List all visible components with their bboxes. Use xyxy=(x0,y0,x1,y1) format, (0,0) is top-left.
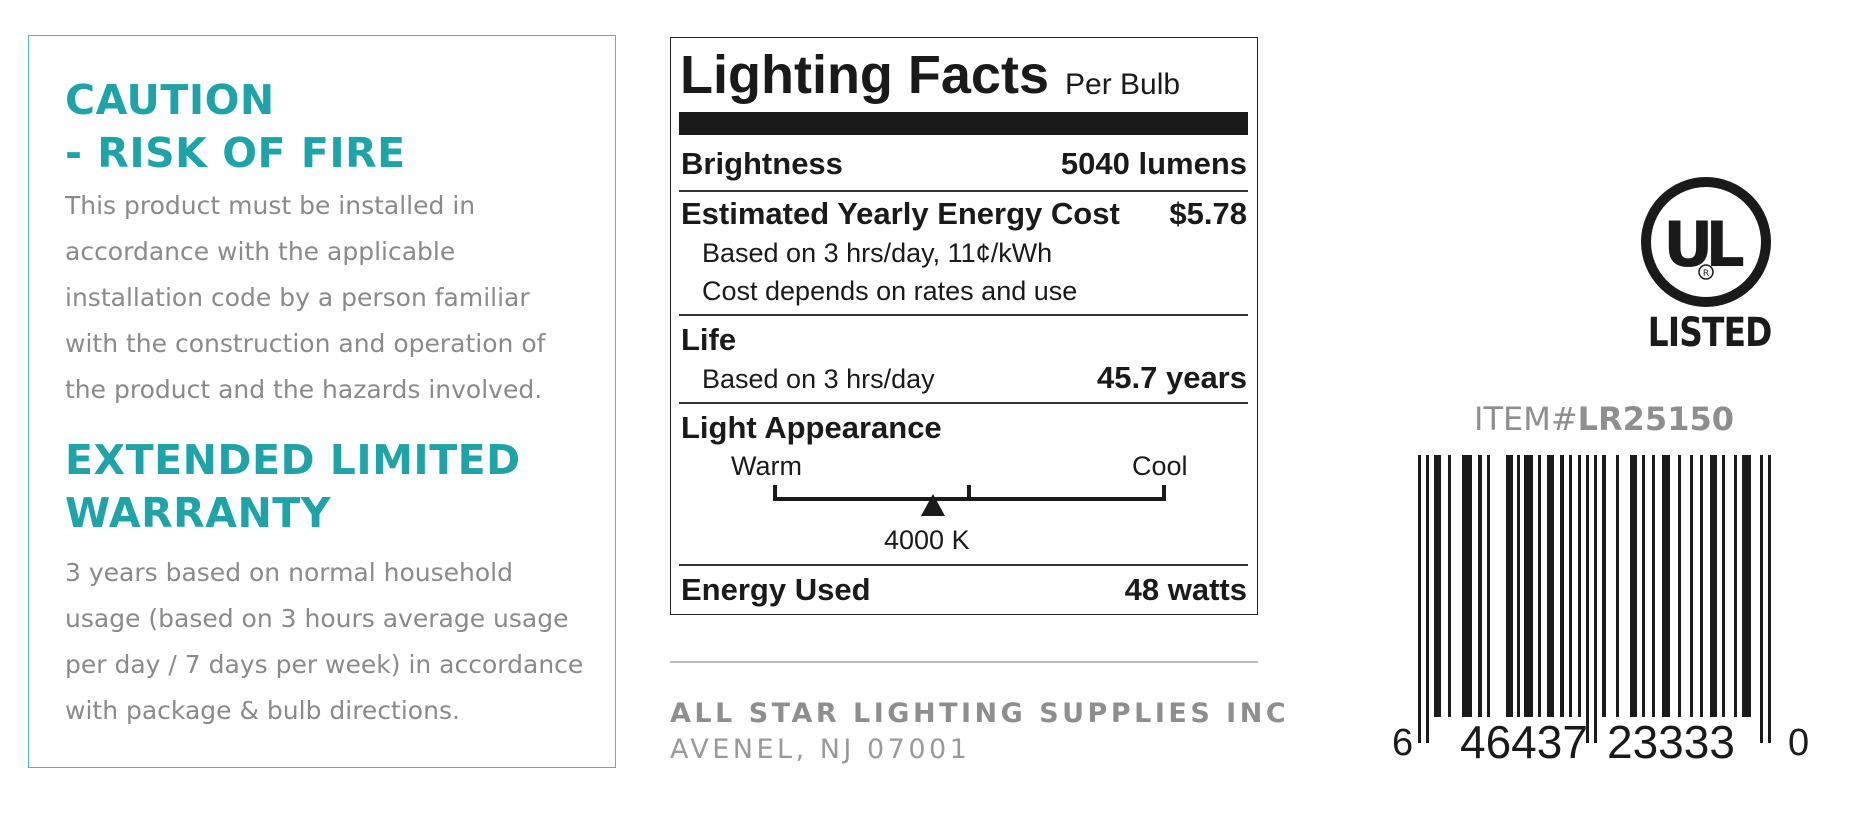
barcode-bar xyxy=(1700,455,1703,717)
warranty-heading-line2: WARRANTY xyxy=(65,489,331,537)
barcode-group-left: 46437 xyxy=(1460,716,1588,768)
barcode-bar xyxy=(1710,455,1717,717)
item-number: ITEM#LR25150 xyxy=(1474,400,1764,438)
caution-line: accordance with the applicable xyxy=(65,237,456,266)
company-address: AVENEL, NJ 07001 xyxy=(670,734,971,765)
cool-label: Cool xyxy=(1132,451,1188,481)
barcode-bar xyxy=(1448,455,1451,717)
ul-listed-label: LISTED xyxy=(1647,310,1773,356)
life-label: Life xyxy=(681,322,737,357)
barcode-bar xyxy=(1517,455,1520,717)
warranty-line: with package & bulb directions. xyxy=(65,696,460,725)
ul-letters: UL xyxy=(1663,208,1743,281)
barcode-guard-bar xyxy=(1418,455,1421,743)
barcode-bar xyxy=(1652,455,1655,717)
barcode-bar xyxy=(1524,455,1533,717)
energy-value: 48 watts xyxy=(1124,572,1247,607)
item-code: LR25150 xyxy=(1577,400,1734,438)
warranty-heading-line1: EXTENDED LIMITED xyxy=(65,436,521,484)
life-note: Based on 3 hrs/day xyxy=(702,364,935,394)
barcode-digit-last: 0 xyxy=(1788,722,1810,764)
facts-subtitle: Per Bulb xyxy=(1065,68,1181,101)
warranty-line: 3 years based on normal household xyxy=(65,558,513,587)
barcode-guard-bar xyxy=(1426,455,1429,743)
barcode-guard-bar xyxy=(1594,455,1597,743)
color-temperature-marker xyxy=(921,494,945,516)
barcode-bar xyxy=(1678,455,1681,717)
appearance-value: 4000 K xyxy=(884,525,970,555)
energy-label: Energy Used xyxy=(681,572,871,607)
barcode-digit-first: 6 xyxy=(1392,722,1414,764)
caution-warranty-panel: CAUTION - RISK OF FIRE This product must… xyxy=(28,35,616,768)
barcode-bar xyxy=(1602,455,1606,717)
cost-label: Estimated Yearly Energy Cost xyxy=(681,196,1120,231)
barcode-bar xyxy=(1642,455,1645,717)
barcode-bar xyxy=(1578,455,1581,717)
barcode-bar xyxy=(1506,455,1513,717)
company-name: ALL STAR LIGHTING SUPPLIES INC xyxy=(670,698,1290,729)
caution-line: with the construction and operation of xyxy=(65,329,546,358)
warm-label: Warm xyxy=(731,451,802,481)
barcode-bar xyxy=(1734,455,1737,717)
caution-line: installation code by a person familiar xyxy=(65,283,530,312)
ul-certification-logo: UL R xyxy=(1641,177,1771,307)
cost-value: $5.78 xyxy=(1169,196,1247,231)
cost-note-rate: Based on 3 hrs/day, 11¢/kWh xyxy=(702,238,1053,268)
barcode-guard-bar xyxy=(1768,455,1771,743)
barcode-bar xyxy=(1742,455,1751,717)
caution-heading: CAUTION - RISK OF FIRE xyxy=(65,74,406,180)
barcode-bar xyxy=(1616,455,1619,717)
scale-tick-middle xyxy=(967,485,971,501)
barcode-bar xyxy=(1569,455,1572,717)
scale-tick-left xyxy=(773,485,777,501)
barcode-group-right: 23333 xyxy=(1607,716,1735,768)
facts-header-bar xyxy=(679,112,1248,135)
facts-divider xyxy=(679,190,1248,192)
barcode-bar xyxy=(1722,455,1725,717)
scale-tick-right xyxy=(1162,485,1166,501)
company-divider xyxy=(670,661,1258,663)
barcode-bar xyxy=(1462,455,1472,717)
caution-line: This product must be installed in xyxy=(65,191,476,220)
upc-barcode xyxy=(1418,455,1771,743)
lighting-facts-panel: Lighting Facts Per Bulb Brightness 5040 … xyxy=(670,37,1258,615)
barcode-bar xyxy=(1487,455,1490,717)
appearance-label: Light Appearance xyxy=(681,410,942,445)
barcode-bar xyxy=(1630,455,1637,717)
barcode-bar xyxy=(1547,455,1554,717)
caution-body: This product must be installed in accord… xyxy=(65,183,605,413)
facts-title: Lighting Facts xyxy=(680,45,1049,105)
life-value: 45.7 years xyxy=(1097,360,1247,395)
barcode-bar xyxy=(1434,455,1441,717)
registered-r: R xyxy=(1703,269,1709,279)
barcode-bar xyxy=(1690,455,1693,717)
warranty-line: usage (based on 3 hours average usage xyxy=(65,604,569,633)
barcode-bar xyxy=(1662,455,1670,717)
barcode-guard-bar xyxy=(1586,455,1589,743)
warranty-heading: EXTENDED LIMITED WARRANTY xyxy=(65,434,521,540)
barcode-bar xyxy=(1560,455,1564,717)
brightness-value: 5040 lumens xyxy=(1060,146,1247,181)
caution-heading-line2: - RISK OF FIRE xyxy=(65,129,406,177)
barcode-bar xyxy=(1478,455,1482,717)
warranty-line: per day / 7 days per week) in accordance xyxy=(65,650,584,679)
barcode-guard-bar xyxy=(1760,455,1763,743)
facts-divider xyxy=(679,314,1248,316)
facts-divider xyxy=(679,402,1248,404)
warranty-body: 3 years based on normal household usage … xyxy=(65,550,605,734)
registered-mark-icon xyxy=(1698,264,1714,280)
cost-note-rates: Cost depends on rates and use xyxy=(702,276,1078,306)
item-prefix: ITEM# xyxy=(1474,400,1578,438)
brightness-label: Brightness xyxy=(681,146,843,181)
caution-heading-line1: CAUTION xyxy=(65,76,275,124)
facts-divider xyxy=(679,564,1248,566)
ul-ring xyxy=(1641,177,1771,307)
barcode-bar xyxy=(1538,455,1541,717)
caution-line: the product and the hazards involved. xyxy=(65,375,543,404)
